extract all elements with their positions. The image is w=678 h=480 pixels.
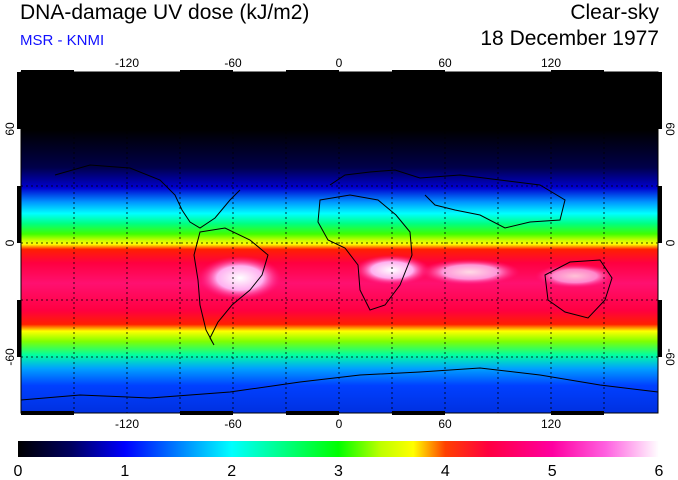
coast-asia (419, 174, 566, 229)
sky-condition-label: Clear-sky (570, 1, 659, 24)
lon-label-bottom-60w: -60 (224, 417, 242, 431)
lat-label-left-60s: -60 (3, 348, 17, 366)
lat-label-right-60s: -60 (663, 348, 677, 366)
hotspot-southern-africa (354, 255, 430, 285)
lon-label-top-120e: 120 (541, 56, 561, 70)
uv-field (21, 72, 658, 413)
colorbar-label-4: 4 (441, 463, 450, 480)
lat-label-left-0: 0 (3, 239, 17, 246)
hotspot-australia (535, 264, 615, 288)
graticule (21, 72, 658, 413)
lat-label-left-60n: 60 (3, 122, 17, 136)
lat-label-right-60n: 60 (663, 122, 677, 136)
lon-label-top-60e: 60 (438, 56, 452, 70)
colorbar-label-3: 3 (334, 463, 343, 480)
lon-label-top-120w: -120 (115, 56, 139, 70)
chart-title: DNA-damage UV dose (kJ/m2) (20, 1, 310, 24)
map-border (20, 71, 659, 414)
colorbar-label-5: 5 (548, 463, 557, 480)
hotspot-indian-ocean (420, 259, 520, 285)
colorbar (18, 441, 659, 457)
coast-africa (317, 194, 413, 311)
coast-north-america (54, 164, 241, 229)
frame-right-2 (658, 186, 662, 243)
colorbar-label-6: 6 (655, 463, 664, 480)
hotspot-south-america (198, 256, 282, 300)
date-label: 18 December 1977 (480, 27, 659, 50)
frame-left-3 (17, 300, 21, 357)
frame-right-3 (658, 300, 662, 357)
coast-south-america (193, 227, 269, 346)
colorbar-label-1: 1 (120, 463, 129, 480)
lon-label-top-60w: -60 (224, 56, 242, 70)
frame-left-2 (17, 186, 21, 243)
lon-label-bottom-60e: 60 (438, 417, 452, 431)
colorbar-label-2: 2 (227, 463, 236, 480)
lat-label-right-0: 0 (663, 240, 677, 247)
coast-europe (329, 169, 421, 186)
frame-left-1 (17, 72, 21, 129)
lon-label-bottom-120w: -120 (115, 417, 139, 431)
colorbar-labels: 0 1 2 3 4 5 6 (14, 463, 664, 480)
credit-label: MSR - KNMI (20, 32, 105, 49)
lon-label-bottom-120e: 120 (541, 417, 561, 431)
coast-australia (544, 259, 613, 319)
lon-label-top-0: 0 (336, 56, 343, 70)
colorbar-label-0: 0 (14, 463, 23, 480)
lon-label-bottom-0: 0 (336, 417, 343, 431)
frame-right-1 (658, 72, 662, 129)
